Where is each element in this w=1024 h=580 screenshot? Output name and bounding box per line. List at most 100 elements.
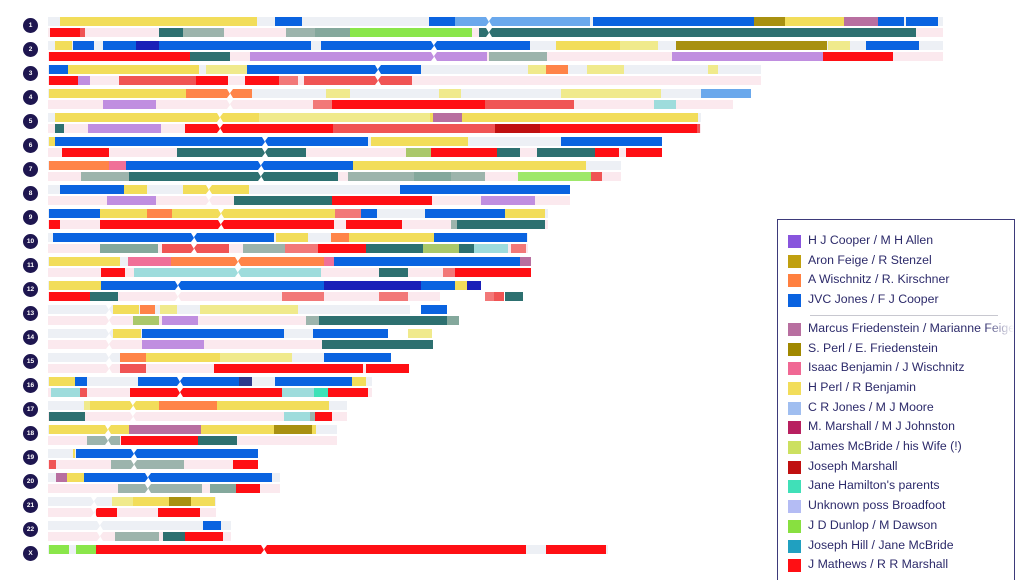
match-segment[interactable] — [275, 377, 352, 386]
match-segment[interactable] — [324, 353, 391, 362]
match-segment[interactable] — [100, 220, 334, 229]
match-segment[interactable] — [133, 497, 169, 506]
match-segment[interactable] — [55, 113, 259, 122]
match-segment[interactable] — [120, 364, 146, 373]
legend-item[interactable]: H Perl / R Benjamin — [788, 378, 1014, 397]
legend-item[interactable]: Aron Feige / R Stenzel — [788, 251, 1014, 270]
match-segment[interactable] — [455, 281, 467, 290]
match-segment[interactable] — [76, 449, 258, 458]
match-segment[interactable] — [220, 353, 292, 362]
match-segment[interactable] — [306, 316, 319, 325]
match-segment[interactable] — [828, 41, 850, 50]
match-segment[interactable] — [366, 244, 423, 253]
match-segment[interactable] — [556, 41, 620, 50]
match-segment[interactable] — [73, 41, 94, 50]
match-segment[interactable] — [701, 89, 751, 98]
match-segment[interactable] — [425, 209, 505, 218]
match-segment[interactable] — [185, 532, 223, 541]
legend-item[interactable]: A Wischnitz / R. Kirschner — [788, 271, 1014, 290]
match-segment[interactable] — [49, 161, 109, 170]
legend-item[interactable]: Joseph Marshall — [788, 457, 1014, 476]
match-segment[interactable] — [49, 460, 56, 469]
match-segment[interactable] — [823, 52, 893, 61]
match-segment[interactable] — [55, 137, 368, 146]
match-segment[interactable] — [198, 436, 237, 445]
legend-panel[interactable]: H J Cooper / M H Allen Aron Feige / R Ste… — [777, 219, 1015, 580]
legend-item[interactable]: J D Dunlop / M Dawson — [788, 516, 1014, 535]
match-segment[interactable] — [414, 172, 451, 181]
match-segment[interactable] — [540, 124, 697, 133]
match-segment[interactable] — [352, 377, 366, 386]
match-segment[interactable] — [366, 364, 409, 373]
match-segment[interactable] — [433, 113, 462, 122]
match-segment[interactable] — [75, 377, 87, 386]
match-segment[interactable] — [421, 281, 455, 290]
match-segment[interactable] — [49, 425, 129, 434]
match-segment[interactable] — [400, 185, 570, 194]
match-segment[interactable] — [118, 484, 202, 493]
match-segment[interactable] — [455, 17, 590, 26]
match-segment[interactable] — [546, 545, 606, 554]
match-segment[interactable] — [200, 305, 258, 314]
match-segment[interactable] — [162, 244, 229, 253]
match-segment[interactable] — [142, 329, 284, 338]
match-segment[interactable] — [121, 436, 198, 445]
match-segment[interactable] — [497, 148, 520, 157]
match-segment[interactable] — [236, 484, 260, 493]
match-segment[interactable] — [285, 244, 325, 253]
match-segment[interactable] — [331, 233, 349, 242]
match-segment[interactable] — [346, 220, 402, 229]
match-segment[interactable] — [183, 185, 249, 194]
match-segment[interactable] — [133, 316, 159, 325]
match-segment[interactable] — [314, 388, 328, 397]
match-segment[interactable] — [88, 124, 161, 133]
match-segment[interactable] — [160, 305, 177, 314]
match-segment[interactable] — [55, 124, 64, 133]
match-segment[interactable] — [90, 292, 118, 301]
match-segment[interactable] — [158, 508, 200, 517]
match-segment[interactable] — [115, 532, 159, 541]
match-segment[interactable] — [76, 545, 96, 554]
match-segment[interactable] — [84, 473, 272, 482]
match-segment[interactable] — [328, 388, 368, 397]
match-segment[interactable] — [878, 17, 904, 26]
match-segment[interactable] — [528, 65, 546, 74]
match-segment[interactable] — [49, 281, 101, 290]
match-segment[interactable] — [186, 89, 252, 98]
match-segment[interactable] — [866, 41, 919, 50]
match-segment[interactable] — [49, 89, 187, 98]
match-segment[interactable] — [326, 89, 350, 98]
match-segment[interactable] — [171, 257, 337, 266]
match-segment[interactable] — [49, 65, 68, 74]
match-segment[interactable] — [134, 268, 321, 277]
match-segment[interactable] — [84, 401, 90, 410]
match-segment[interactable] — [129, 172, 338, 181]
match-segment[interactable] — [518, 172, 591, 181]
match-segment[interactable] — [379, 268, 408, 277]
match-segment[interactable] — [81, 172, 129, 181]
match-segment[interactable] — [408, 329, 432, 338]
match-segment[interactable] — [183, 28, 224, 37]
match-segment[interactable] — [49, 52, 190, 61]
match-segment[interactable] — [234, 196, 332, 205]
legend-item[interactable]: H J Cooper / M H Allen — [788, 232, 1014, 250]
match-segment[interactable] — [520, 257, 531, 266]
match-segment[interactable] — [434, 233, 527, 242]
match-segment[interactable] — [49, 220, 60, 229]
match-segment[interactable] — [282, 388, 314, 397]
match-segment[interactable] — [159, 401, 217, 410]
match-segment[interactable] — [505, 209, 545, 218]
match-segment[interactable] — [505, 292, 523, 301]
match-segment[interactable] — [485, 292, 494, 301]
match-segment[interactable] — [239, 377, 252, 386]
match-segment[interactable] — [96, 508, 117, 517]
match-segment[interactable] — [49, 292, 91, 301]
match-segment[interactable] — [479, 28, 916, 37]
match-segment[interactable] — [62, 148, 109, 157]
match-segment[interactable] — [80, 388, 87, 397]
match-segment[interactable] — [286, 28, 315, 37]
match-segment[interactable] — [243, 244, 285, 253]
match-segment[interactable] — [313, 329, 388, 338]
match-segment[interactable] — [431, 148, 497, 157]
match-segment[interactable] — [259, 113, 379, 122]
